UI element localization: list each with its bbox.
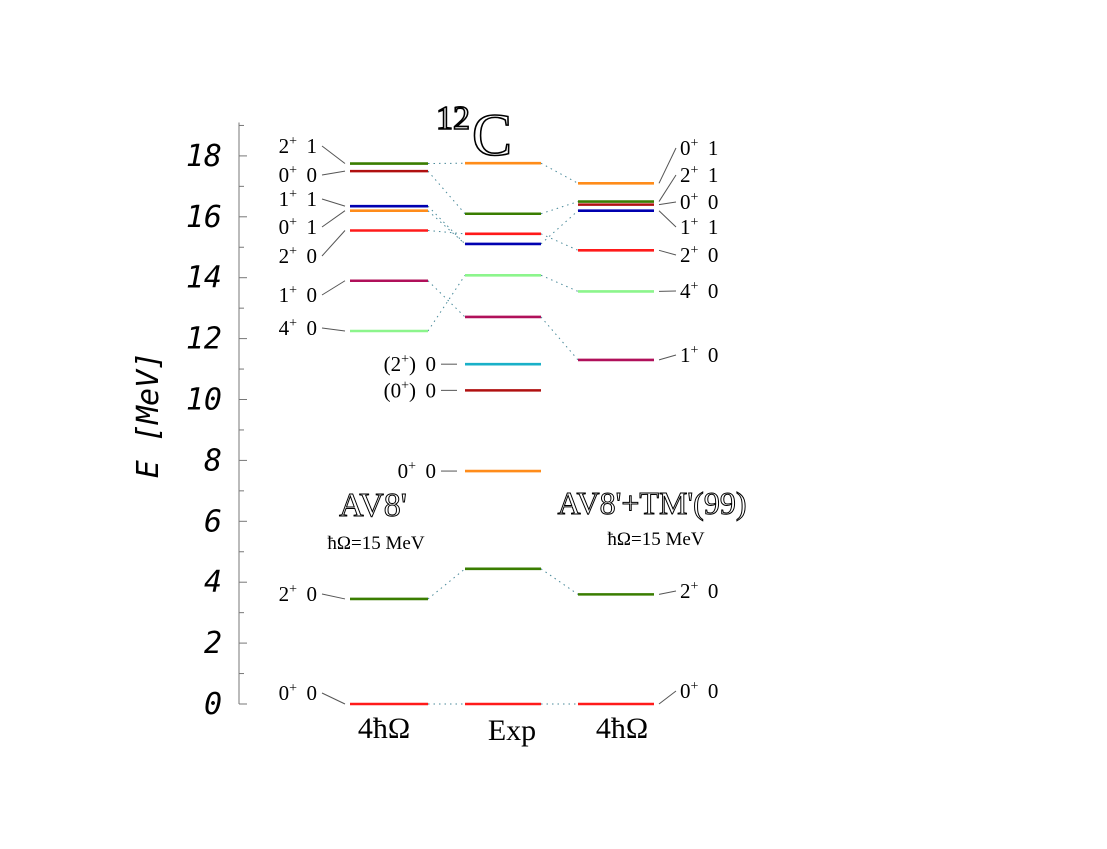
label-leader-line [321, 170, 346, 176]
label-leader-line [658, 690, 677, 705]
level-label: 2+ 0 [680, 579, 718, 603]
level-label: 2+ 1 [279, 134, 317, 158]
level-connector [540, 201, 579, 215]
level-label: 2+ 0 [279, 582, 317, 606]
y-axis: 0 2 4 6 8 10 12 14 16 18 [186, 122, 247, 722]
column-2-subtitle: ħΩ=15 MeV [607, 529, 704, 550]
level-connector [540, 210, 579, 245]
level-label: 0+ 0 [279, 681, 317, 705]
level-label: 2+ 0 [680, 243, 718, 267]
y-tick-label: 18 [186, 139, 222, 174]
column-0-footer: 4ħΩ [358, 712, 410, 745]
column-2-footer: 4ħΩ [596, 712, 648, 745]
level-label: 0+ 0 [680, 190, 718, 214]
label-leader-line [658, 201, 677, 206]
level-connector [540, 274, 579, 292]
level-label: 1+ 1 [680, 215, 718, 239]
y-tick-label: 14 [186, 261, 222, 296]
y-tick-label: 10 [186, 383, 222, 418]
level-connector [427, 274, 466, 332]
chart-title: 12C [436, 100, 512, 168]
level-label: 2+ 1 [680, 163, 718, 187]
chart-title-superscript: 12 [436, 100, 470, 137]
level-connector [540, 162, 579, 184]
level-label: 4+ 0 [279, 316, 317, 340]
column-0-subtitle: ħΩ=15 MeV [327, 533, 424, 554]
label-leader-line [658, 249, 677, 256]
y-tick-label: 0 [204, 687, 222, 722]
level-label: 0+ 0 [398, 459, 436, 483]
label-leader-line [321, 145, 346, 164]
y-axis-label: E [MeV] [131, 352, 166, 478]
connectors [427, 162, 579, 705]
y-tick-label: 12 [186, 322, 222, 357]
label-leader-line [321, 593, 346, 600]
label-leader-line [321, 280, 346, 296]
column-1-footer: Exp [488, 714, 536, 747]
y-tick-label: 2 [204, 626, 222, 661]
level-labels: 0+ 02+ 04+ 01+ 02+ 00+ 11+ 10+ 02+ 10+ 0… [279, 134, 719, 705]
y-tick-label: 8 [204, 443, 222, 478]
level-connector [427, 230, 466, 235]
level-label: 1+ 1 [279, 187, 317, 211]
level-connector [427, 280, 466, 318]
level-connector [427, 205, 466, 245]
y-tick-label: 6 [204, 504, 222, 539]
label-leader-line [321, 230, 346, 257]
level-label: 0+ 1 [279, 215, 317, 239]
level-connector [427, 568, 466, 600]
level-label: 0+ 1 [680, 136, 718, 160]
level-label: 0+ 0 [279, 163, 317, 187]
level-label: (0+) 0 [384, 378, 436, 402]
column-0-name: AV8' [339, 487, 407, 524]
y-tick-label: 4 [204, 565, 222, 600]
label-leader-line [658, 147, 677, 184]
level-label: 0+ 0 [680, 679, 718, 703]
label-leader-line [321, 198, 346, 207]
label-leader-line [321, 327, 346, 332]
level-label: (2+) 0 [384, 352, 436, 376]
level-label: 1+ 0 [279, 283, 317, 307]
level-label: 4+ 0 [680, 279, 718, 303]
label-leader-line [321, 210, 346, 228]
levels [350, 161, 654, 706]
label-leader-line [658, 354, 677, 361]
label-leader-line [321, 692, 346, 705]
level-connector [427, 170, 466, 215]
chart-title-main: C [472, 102, 512, 168]
y-tick-label: 16 [186, 200, 222, 235]
level-connector [540, 568, 579, 595]
column-2-name: AV8'+TM'(99) [558, 485, 747, 521]
label-leader-line [658, 590, 677, 595]
label-leader-line [658, 210, 677, 228]
level-label: 2+ 0 [279, 244, 317, 268]
level-connector [540, 316, 579, 361]
level-label: 1+ 0 [680, 343, 718, 367]
level-connector [540, 233, 579, 251]
label-leader-line [658, 174, 677, 202]
